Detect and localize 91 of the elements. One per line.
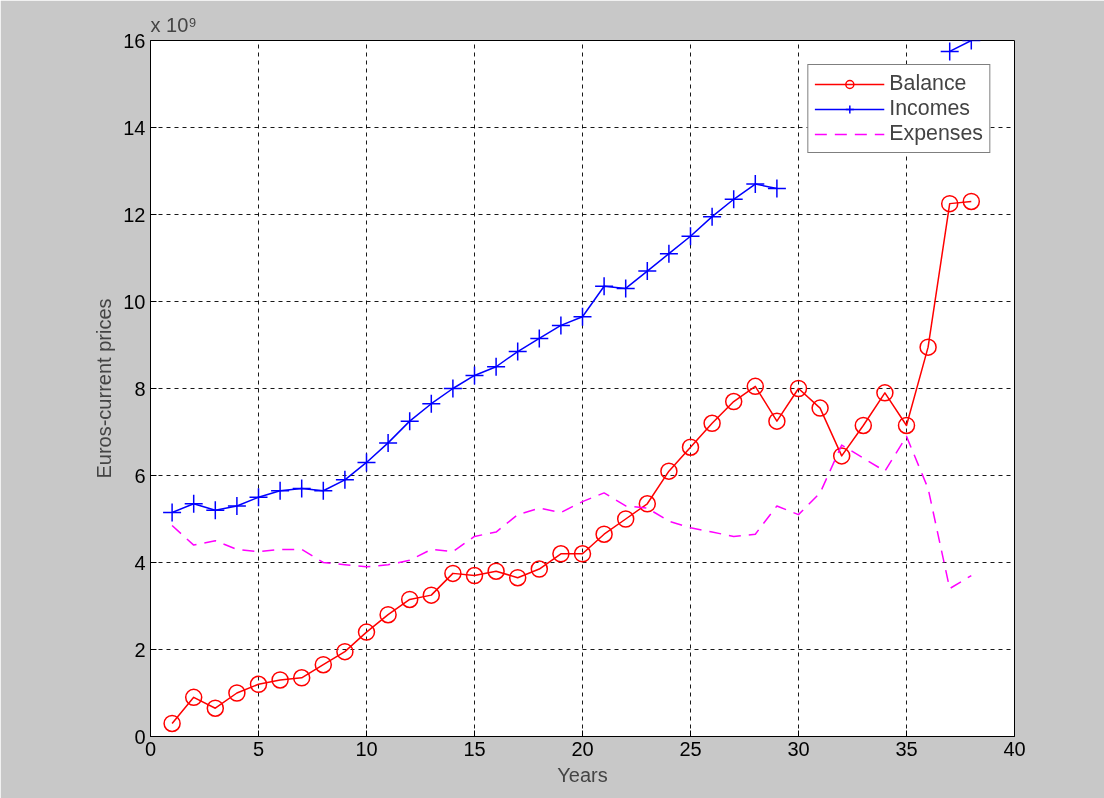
y-tick-label: 2 — [134, 638, 146, 661]
point — [443, 378, 463, 399]
point — [681, 438, 700, 456]
y-tick-label: 6 — [134, 464, 146, 487]
point — [184, 688, 203, 707]
point — [659, 243, 679, 264]
x-tick-label: 40 — [1003, 737, 1026, 760]
point — [162, 502, 182, 523]
point — [335, 470, 355, 490]
point — [206, 699, 225, 717]
point — [183, 494, 204, 514]
y-axis-title: Euros-current prices — [93, 298, 116, 479]
point — [227, 496, 247, 516]
point — [767, 178, 787, 199]
point — [507, 341, 528, 362]
point — [939, 41, 960, 62]
x-axis-title: Years — [557, 763, 608, 786]
point — [444, 564, 462, 583]
point — [637, 261, 658, 281]
point — [768, 412, 786, 430]
point — [422, 586, 441, 604]
point — [356, 452, 377, 473]
point — [205, 500, 226, 521]
point — [314, 655, 333, 674]
point — [572, 306, 593, 327]
point — [228, 684, 246, 702]
line-series — [171, 435, 973, 590]
point — [897, 416, 916, 435]
x-tick-label: 20 — [571, 737, 594, 760]
point — [271, 671, 289, 689]
y-tick-label: 8 — [134, 377, 146, 400]
point — [745, 174, 766, 194]
point — [552, 545, 570, 563]
x-tick-label: 30 — [787, 737, 810, 760]
point — [379, 605, 397, 624]
point — [248, 487, 269, 507]
point — [702, 206, 722, 227]
point — [940, 194, 959, 213]
point — [249, 675, 268, 694]
point — [660, 462, 678, 480]
point — [400, 590, 419, 609]
point — [919, 338, 937, 356]
x-tick-label: 15 — [463, 737, 486, 760]
y-tick-label: 10 — [123, 290, 146, 313]
point — [292, 669, 311, 687]
point — [399, 411, 420, 431]
point — [723, 189, 744, 210]
point — [465, 566, 484, 585]
x-tick-label: 5 — [252, 737, 265, 760]
point — [486, 357, 506, 377]
x-tick-label: 10 — [355, 737, 378, 760]
point — [832, 447, 851, 465]
point — [551, 315, 571, 336]
point — [508, 568, 527, 587]
point — [615, 278, 636, 299]
point — [811, 399, 829, 417]
point — [530, 560, 549, 578]
point — [638, 495, 657, 513]
point — [163, 714, 181, 733]
point — [962, 192, 981, 211]
y-tick-label: 14 — [123, 116, 146, 139]
text: x 10⁹ — [150, 13, 197, 36]
point — [378, 433, 398, 453]
y-tick-label: 12 — [123, 203, 146, 226]
x-tick-label: 35 — [895, 737, 918, 760]
point — [616, 510, 635, 528]
point — [313, 480, 334, 501]
point — [680, 226, 701, 246]
point — [357, 623, 376, 641]
point — [789, 379, 808, 398]
point — [487, 562, 505, 580]
point — [746, 377, 765, 396]
point — [854, 416, 873, 435]
legend-label: Expenses — [889, 121, 983, 146]
legend-label: Incomes — [889, 96, 970, 121]
point — [595, 525, 613, 543]
legend-label: Balance — [889, 71, 967, 96]
point — [703, 414, 721, 433]
point — [724, 392, 743, 411]
point — [594, 276, 614, 297]
point — [573, 545, 592, 563]
point — [421, 393, 442, 414]
y-tick-label: 4 — [134, 551, 146, 574]
point — [291, 478, 312, 499]
point — [336, 642, 354, 661]
point — [876, 384, 894, 402]
point — [270, 480, 290, 501]
x-tick-label: 25 — [679, 737, 702, 760]
point — [529, 328, 550, 349]
y-tick-label: 16 — [123, 29, 146, 52]
point — [464, 365, 485, 386]
